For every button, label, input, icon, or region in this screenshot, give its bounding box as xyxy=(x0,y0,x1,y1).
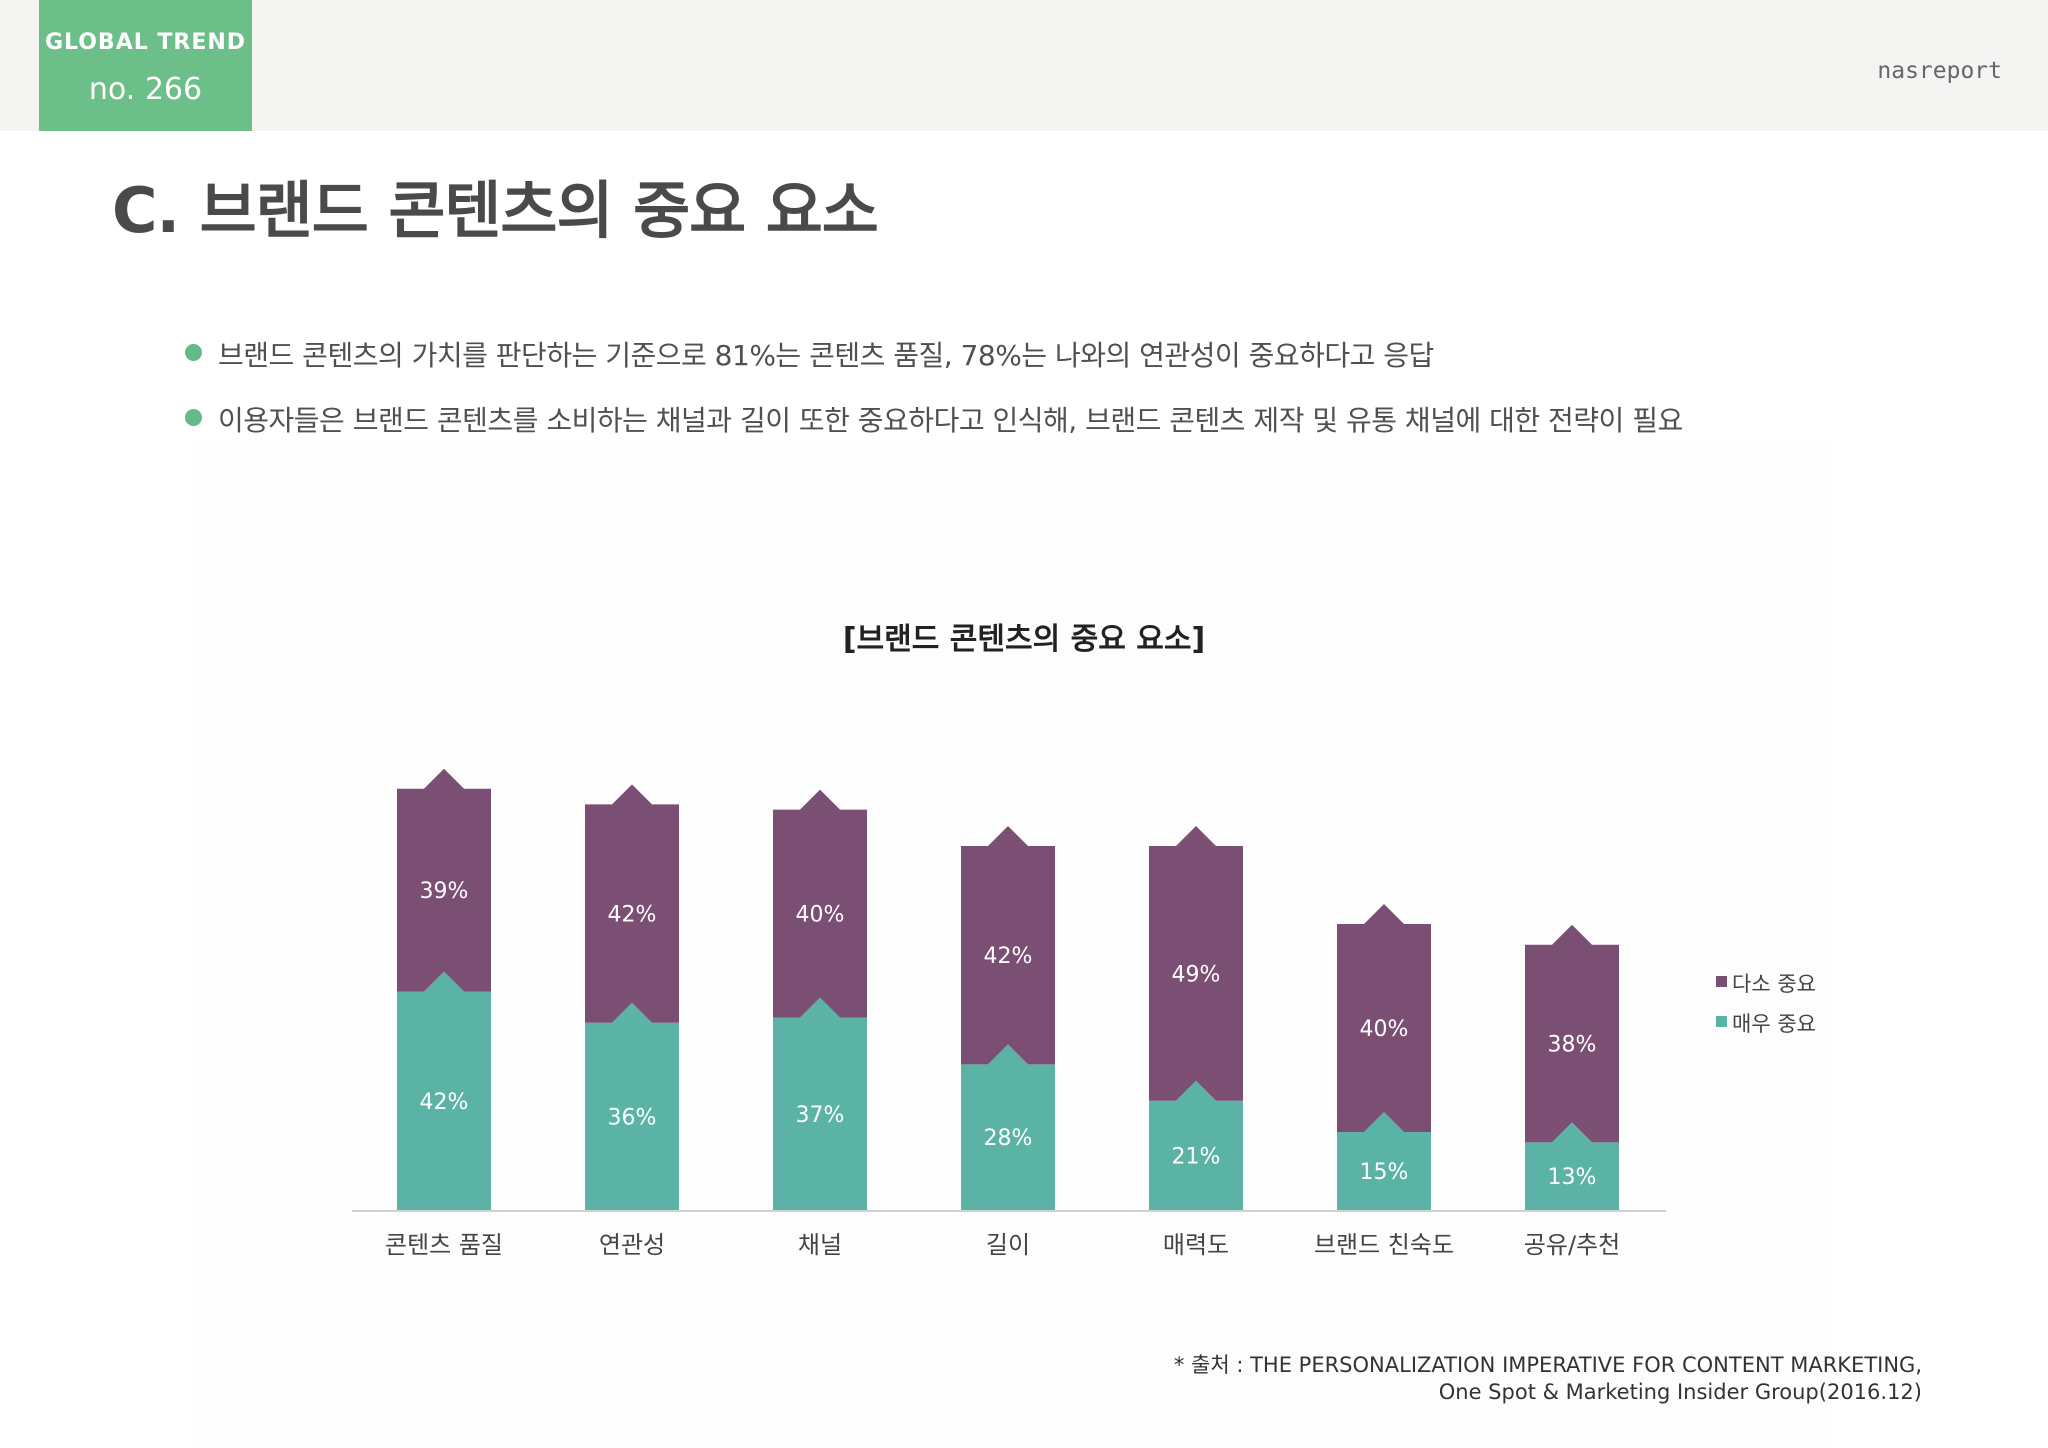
data-label-very-important: 13% xyxy=(1548,1165,1597,1190)
bullet-text: 브랜드 콘텐츠의 가치를 판단하는 기준으로 81%는 콘텐츠 품질, 78%는… xyxy=(218,339,1434,372)
data-label-very-important: 37% xyxy=(796,1103,845,1128)
bar-segment-somewhat-important xyxy=(961,826,1055,1065)
source-note: * 출처 : THE PERSONALIZATION IMPERATIVE FO… xyxy=(1174,1352,1922,1406)
data-label-very-important: 15% xyxy=(1360,1160,1409,1185)
bar-segment-somewhat-important xyxy=(1149,826,1243,1101)
data-label-somewhat-important: 38% xyxy=(1548,1033,1597,1058)
category-label: 공유/추천 xyxy=(1524,1231,1620,1259)
source-line-1: * 출처 : THE PERSONALIZATION IMPERATIVE FO… xyxy=(1173,1353,1922,1377)
badge-label: GLOBAL TREND xyxy=(44,30,247,55)
legend-label: 다소 중요 xyxy=(1732,972,1816,996)
source-line-2: One Spot & Marketing Insider Group(2016.… xyxy=(1438,1380,1922,1404)
legend-swatch xyxy=(1716,976,1727,987)
category-label: 연관성 xyxy=(599,1231,665,1259)
bar-segment-somewhat-important xyxy=(585,784,679,1023)
data-label-somewhat-important: 42% xyxy=(984,944,1033,969)
header-bar xyxy=(0,0,2048,131)
data-label-somewhat-important: 40% xyxy=(1360,1017,1409,1042)
data-label-somewhat-important: 40% xyxy=(796,903,845,928)
bar-segment-very-important xyxy=(773,997,867,1210)
bullet-item: 브랜드 콘텐츠의 가치를 판단하는 기준으로 81%는 콘텐츠 품질, 78%는… xyxy=(182,334,1882,372)
data-label-very-important: 21% xyxy=(1172,1144,1221,1169)
data-label-somewhat-important: 49% xyxy=(1172,962,1221,987)
category-label: 브랜드 친숙도 xyxy=(1314,1231,1454,1259)
bar-segment-very-important xyxy=(585,1002,679,1210)
bullet-text: 이용자들은 브랜드 콘텐츠를 소비하는 채널과 길이 또한 중요하다고 인식해,… xyxy=(218,404,1683,437)
page-title: C. 브랜드 콘텐츠의 중요 요소 xyxy=(112,174,879,247)
category-label: 콘텐츠 품질 xyxy=(385,1231,503,1259)
bullet-list: 브랜드 콘텐츠의 가치를 판단하는 기준으로 81%는 콘텐츠 품질, 78%는… xyxy=(182,334,1882,464)
bar-segment-very-important xyxy=(397,971,491,1210)
bullet-item: 이용자들은 브랜드 콘텐츠를 소비하는 채널과 길이 또한 중요하다고 인식해,… xyxy=(182,399,1882,437)
chart-title: [브랜드 콘텐츠의 중요 요소] xyxy=(842,622,1206,657)
bar-segment-very-important xyxy=(961,1044,1055,1210)
legend-label: 매우 중요 xyxy=(1732,1012,1816,1036)
category-label: 매력도 xyxy=(1163,1231,1229,1259)
data-label-very-important: 36% xyxy=(608,1105,657,1130)
bar-segment-somewhat-important xyxy=(397,768,491,992)
bar-segment-very-important xyxy=(1149,1080,1243,1210)
data-label-somewhat-important: 42% xyxy=(608,903,657,928)
bar-segment-very-important xyxy=(1525,1122,1619,1210)
category-label: 채널 xyxy=(798,1231,842,1259)
bar-segment-somewhat-important xyxy=(1337,904,1431,1132)
brand-name: nasreport xyxy=(1877,58,2002,84)
badge-number: no. 266 xyxy=(88,72,203,107)
legend-swatch xyxy=(1716,1016,1727,1027)
bar-segment-somewhat-important xyxy=(1525,924,1619,1143)
issue-badge: GLOBAL TREND no. 266 xyxy=(39,0,252,131)
data-label-very-important: 42% xyxy=(420,1090,469,1115)
bar-segment-somewhat-important xyxy=(773,789,867,1018)
category-label: 길이 xyxy=(986,1231,1030,1259)
bullet-dot-icon xyxy=(185,409,202,426)
bar-segment-very-important xyxy=(1337,1112,1431,1210)
data-label-very-important: 28% xyxy=(984,1126,1033,1151)
data-label-somewhat-important: 39% xyxy=(420,879,469,904)
bullet-dot-icon xyxy=(185,344,202,361)
